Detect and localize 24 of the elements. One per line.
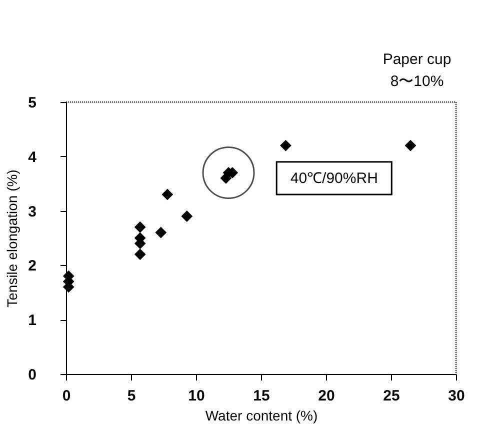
point <box>181 210 193 222</box>
y-tick-label: 5 <box>28 94 36 112</box>
y-axis-title: Tensile elongation (%) <box>4 170 20 308</box>
x-tick-label: 20 <box>318 388 335 404</box>
point <box>280 140 292 152</box>
y-tick-label: 3 <box>28 203 36 220</box>
point <box>155 226 167 238</box>
point <box>134 248 146 260</box>
x-tick-label: 5 <box>127 388 136 404</box>
x-tick-label: 0 <box>62 388 71 404</box>
y-tick-label: 0 <box>28 366 36 384</box>
point <box>134 221 146 233</box>
x-tick-label: 10 <box>188 388 205 404</box>
x-tick-label: 30 <box>448 388 465 404</box>
point <box>404 140 416 152</box>
y-tick-label: 1 <box>28 312 36 330</box>
x-tick-label: 25 <box>383 388 400 404</box>
x-tick-label: 15 <box>253 388 270 404</box>
y-tick-label: 4 <box>28 148 38 166</box>
annotation: 40℃/90%RH <box>290 170 378 188</box>
y-tick-label: 2 <box>28 258 36 275</box>
text: Paper cup 8〜10% <box>382 51 452 90</box>
point <box>162 188 174 200</box>
x-axis-title: Water content (%) <box>205 408 318 424</box>
